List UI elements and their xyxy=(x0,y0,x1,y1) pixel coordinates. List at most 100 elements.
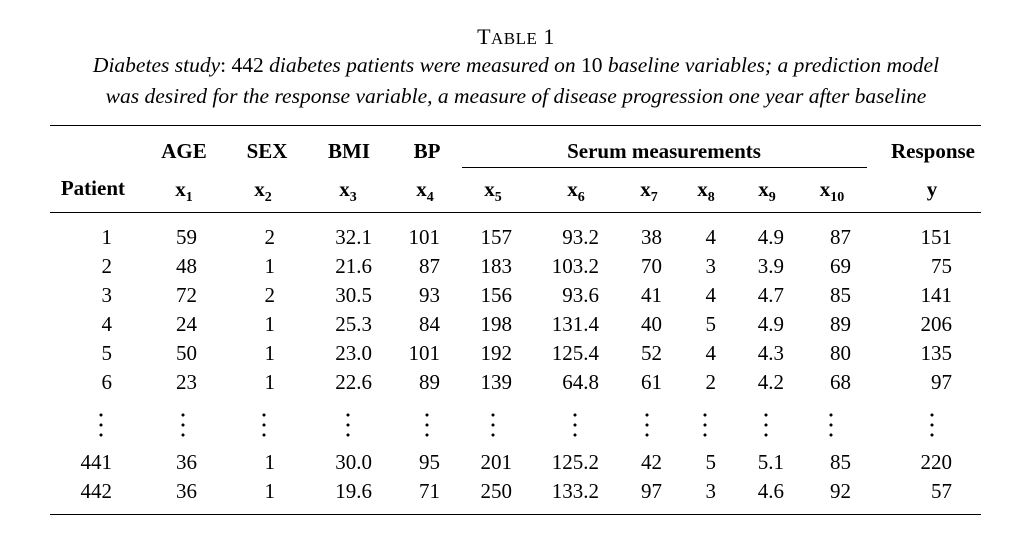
table-cell: 3 xyxy=(705,254,717,278)
table-cell: 61 xyxy=(641,370,662,394)
table-cell: 5 xyxy=(705,312,717,336)
ellipsis-dots xyxy=(425,410,429,440)
table-cell: 441 xyxy=(80,450,113,474)
table-cell: 71 xyxy=(419,479,440,503)
header-var-x2-subscript: 2 xyxy=(264,190,272,205)
header-var-x1-symbol: x xyxy=(175,177,186,201)
table-cell: 1 xyxy=(264,479,276,503)
table-cell: 201 xyxy=(480,450,513,474)
table-cell: 442 xyxy=(80,479,113,503)
serum-rule xyxy=(462,167,867,168)
table-cell: 92 xyxy=(830,479,851,503)
header-var-x1-subscript: 1 xyxy=(185,190,193,205)
table-cell: 1 xyxy=(264,341,276,365)
ellipsis-dots xyxy=(491,410,495,440)
header-var-x2: x2 xyxy=(113,177,413,205)
header-response: Response xyxy=(890,139,975,163)
ellipsis-dots xyxy=(99,410,103,440)
table-cell: 131.4 xyxy=(551,312,599,336)
header-var-x8-symbol: x xyxy=(697,177,708,201)
table-cell: 59 xyxy=(176,225,197,249)
table-cell: 5 xyxy=(705,450,717,474)
table-caption: Diabetes study: 442 diabetes patients we… xyxy=(0,50,1032,112)
ellipsis-dots xyxy=(703,410,707,440)
table-cell: 2 xyxy=(101,254,113,278)
table-cell: 22.6 xyxy=(335,370,372,394)
ellipsis-dots xyxy=(645,410,649,440)
table-cell: 93.6 xyxy=(562,283,599,307)
table-cell: 3 xyxy=(705,479,717,503)
caption-line-2: was desired for the response variable, a… xyxy=(105,84,927,108)
ellipsis-dots xyxy=(181,410,185,440)
header-var-x7: x7 xyxy=(499,177,799,205)
table-cell: 36 xyxy=(176,450,197,474)
table-cell: 4.2 xyxy=(757,370,784,394)
ellipsis-dots xyxy=(764,410,768,440)
header-var-x10-subscript: 10 xyxy=(830,190,845,205)
table-cell: 198 xyxy=(480,312,513,336)
table-cell: 2 xyxy=(264,283,276,307)
header-var-y: y xyxy=(926,177,938,201)
table-cell: 125.2 xyxy=(551,450,599,474)
table-cell: 192 xyxy=(480,341,513,365)
bottom-rule xyxy=(50,514,981,515)
table-cell: 101 xyxy=(408,341,441,365)
ellipsis-dots xyxy=(262,410,266,440)
header-var-x3-subscript: 3 xyxy=(349,190,357,205)
header-var-x10: x 10 xyxy=(682,177,982,205)
table-cell: 135 xyxy=(920,341,953,365)
caption-line-1: Diabetes study: 442 diabetes patients we… xyxy=(92,53,940,77)
table-cell: 1 xyxy=(264,312,276,336)
header-var-x5: x5 xyxy=(343,177,643,205)
table-cell: 21.6 xyxy=(335,254,372,278)
table-cell: 4.9 xyxy=(757,225,784,249)
table-cell: 151 xyxy=(920,225,953,249)
table-cell: 80 xyxy=(830,341,851,365)
header-var-x7-subscript: 7 xyxy=(650,190,658,205)
header-var-x4-subscript: 4 xyxy=(426,190,434,205)
header-sex: SEX xyxy=(246,139,288,163)
header-serum-measurements: Serum measurements xyxy=(567,139,761,163)
table-label: TABLE 1 xyxy=(477,24,555,49)
ellipsis-dots xyxy=(829,410,833,440)
header-var-x6-symbol: x xyxy=(567,177,578,201)
table-cell: 133.2 xyxy=(551,479,599,503)
header-rule xyxy=(50,212,981,213)
table-cell: 85 xyxy=(830,450,851,474)
table-cell: 206 xyxy=(920,312,953,336)
ellipsis-dots xyxy=(930,410,934,440)
table-cell: 40 xyxy=(641,312,662,336)
table-cell: 183 xyxy=(480,254,513,278)
table-cell: 4 xyxy=(705,225,717,249)
header-var-x9: x9 xyxy=(617,177,917,205)
table-cell: 250 xyxy=(480,479,513,503)
table-cell: 156 xyxy=(480,283,513,307)
header-var-x9-symbol: x xyxy=(758,177,769,201)
table-cell: 50 xyxy=(176,341,197,365)
table-cell: 5.1 xyxy=(757,450,784,474)
table-cell: 89 xyxy=(830,312,851,336)
header-age: AGE xyxy=(161,139,207,163)
table-cell: 41 xyxy=(641,283,662,307)
table-cell: 42 xyxy=(641,450,662,474)
table-cell: 64.8 xyxy=(562,370,599,394)
table-cell: 38 xyxy=(641,225,662,249)
table-cell: 69 xyxy=(830,254,851,278)
header-var-x6: x6 xyxy=(426,177,726,205)
header-var-x7-symbol: x xyxy=(640,177,651,201)
top-rule xyxy=(50,125,981,126)
table-cell: 4.3 xyxy=(757,341,784,365)
table-cell: 2 xyxy=(264,225,276,249)
header-var-x2-symbol: x xyxy=(254,177,265,201)
table-cell: 4 xyxy=(705,341,717,365)
table-cell: 4.9 xyxy=(757,312,784,336)
header-var-x5-symbol: x xyxy=(484,177,495,201)
table-cell: 87 xyxy=(830,225,851,249)
table-cell: 5 xyxy=(101,341,113,365)
header-bp: BP xyxy=(413,139,441,163)
table-cell: 84 xyxy=(419,312,440,336)
header-var-x4-symbol: x xyxy=(416,177,427,201)
table-cell: 93 xyxy=(419,283,440,307)
table-cell: 25.3 xyxy=(335,312,372,336)
header-patient: Patient xyxy=(60,176,125,200)
